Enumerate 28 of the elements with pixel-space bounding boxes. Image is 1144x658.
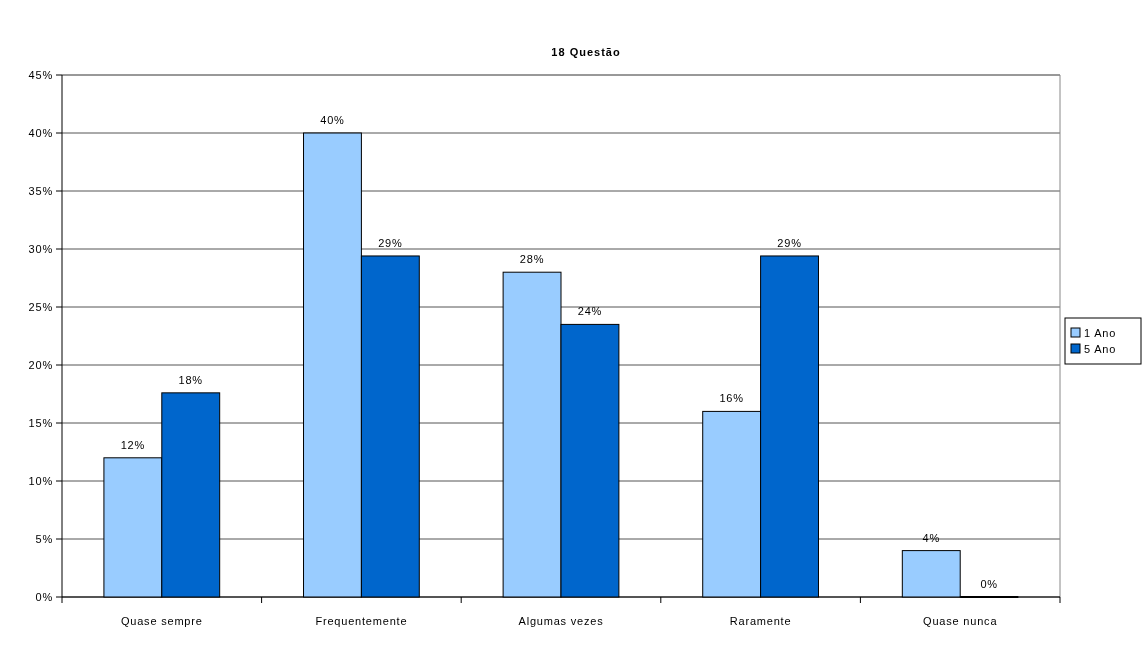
y-tick-label: 5% xyxy=(35,532,53,545)
data-label: 29% xyxy=(777,236,802,249)
y-tick-label: 20% xyxy=(28,358,53,371)
x-tick-label: Frequentemente xyxy=(315,615,408,627)
x-tick-label: Algumas vezes xyxy=(518,615,604,627)
y-tick-label: 25% xyxy=(28,300,53,313)
y-tick-label: 30% xyxy=(28,242,53,255)
y-tick-label: 0% xyxy=(35,590,53,603)
data-label: 16% xyxy=(719,392,744,405)
x-tick-label: Quase sempre xyxy=(120,615,203,627)
data-label: 0% xyxy=(980,578,998,590)
data-label: 29% xyxy=(378,236,403,249)
data-label: 18% xyxy=(178,373,203,386)
y-tick-label: 10% xyxy=(28,474,53,487)
x-tick-label: Quase nunca xyxy=(923,615,998,627)
data-label: 4% xyxy=(922,531,941,544)
y-tick-label: 45% xyxy=(28,68,53,81)
legend-label: 1 Ano xyxy=(1084,327,1117,339)
y-tick-label: 15% xyxy=(28,416,53,429)
data-label: 12% xyxy=(120,438,146,451)
chart-title: 18 Questão xyxy=(551,46,621,58)
y-tick-label: 40% xyxy=(28,126,53,139)
data-label: 28% xyxy=(519,253,545,266)
legend-label: 5 Ano xyxy=(1084,343,1117,355)
data-label: 24% xyxy=(577,305,603,318)
x-tick-label: Raramente xyxy=(729,615,792,627)
y-tick-label: 35% xyxy=(28,184,53,197)
data-label: 40% xyxy=(320,114,345,126)
